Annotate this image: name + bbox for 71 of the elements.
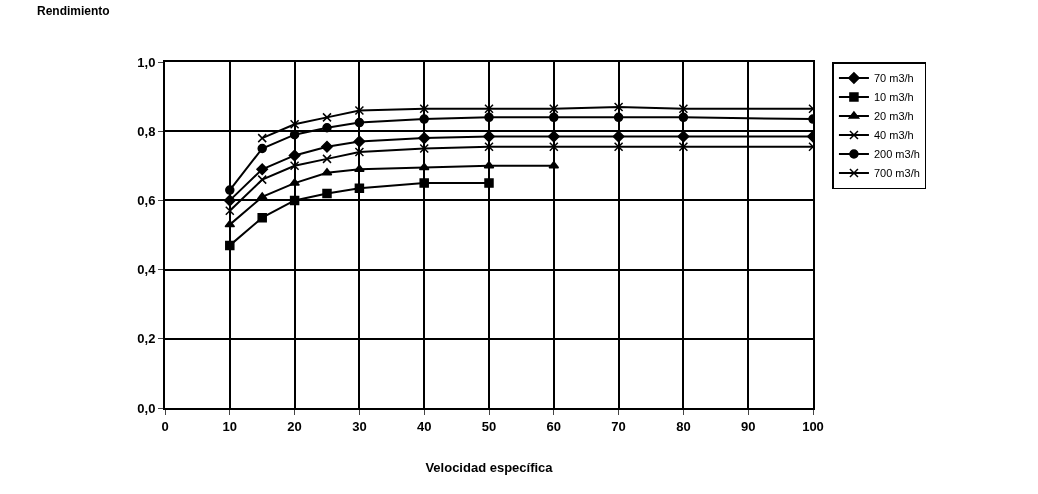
point (353, 135, 366, 148)
x-tick-label: 70 (611, 418, 626, 434)
y-tick-label: 0,0 (137, 400, 156, 416)
point (419, 178, 429, 188)
point (257, 174, 267, 185)
point (678, 103, 689, 114)
point (678, 142, 689, 152)
point (321, 167, 333, 176)
legend-label: 200 m3/h (873, 148, 920, 161)
point (225, 206, 235, 216)
x-tick-label: 80 (676, 418, 691, 434)
x-tick-label: 30 (352, 418, 367, 434)
point (256, 163, 269, 176)
point (257, 143, 267, 154)
y-axis-title: Rendimiento (37, 4, 110, 18)
point (322, 154, 332, 164)
point (613, 102, 624, 112)
point (678, 112, 689, 123)
y-tick-label: 0,4 (137, 262, 157, 278)
point (549, 112, 559, 123)
y-tick-label: 0,2 (137, 331, 156, 347)
point (322, 122, 332, 133)
x-tick-label: 40 (416, 418, 432, 434)
point (418, 162, 430, 171)
point (354, 117, 365, 128)
point (613, 112, 624, 123)
legend-label: 70 m3/h (873, 72, 914, 85)
point (257, 133, 267, 143)
point (354, 164, 365, 173)
y-tick-label: 1,0 (137, 54, 156, 70)
x-tick-label: 60 (546, 418, 562, 434)
point (289, 119, 300, 130)
legend-label: 20 m3/h (873, 110, 914, 123)
point (484, 112, 494, 123)
point (257, 212, 267, 223)
point (418, 132, 431, 145)
legend-label: 10 m3/h (873, 91, 914, 104)
x-tick-label: 50 (481, 418, 497, 434)
point (289, 161, 300, 171)
point (484, 142, 494, 152)
x-axis-title: Velocidad específica (425, 459, 554, 475)
point (484, 103, 494, 114)
point (549, 103, 559, 114)
point (223, 194, 236, 207)
point (419, 114, 429, 124)
x-tick-label: 20 (287, 418, 302, 434)
point (549, 142, 559, 152)
point (322, 112, 332, 123)
point (224, 219, 236, 228)
y-tick-label: 0,8 (137, 123, 156, 139)
x-tick-label: 100 (802, 418, 824, 434)
point (288, 149, 301, 162)
legend-label: 700 m3/h (873, 167, 920, 180)
x-tick-label: 10 (222, 418, 238, 434)
point (289, 195, 300, 206)
point (322, 188, 332, 199)
point (613, 142, 624, 152)
point (419, 103, 429, 114)
point (289, 178, 300, 186)
x-tick-label: 0 (161, 418, 169, 434)
point (354, 147, 365, 157)
point (225, 185, 235, 195)
point (354, 105, 365, 116)
x-tick-label: 90 (740, 418, 756, 434)
point (484, 178, 494, 188)
point (321, 140, 333, 153)
point (419, 143, 429, 154)
legend-label: 40 m3/h (873, 129, 914, 142)
y-tick-label: 0,6 (137, 192, 156, 208)
point (225, 240, 235, 251)
point (354, 183, 365, 194)
